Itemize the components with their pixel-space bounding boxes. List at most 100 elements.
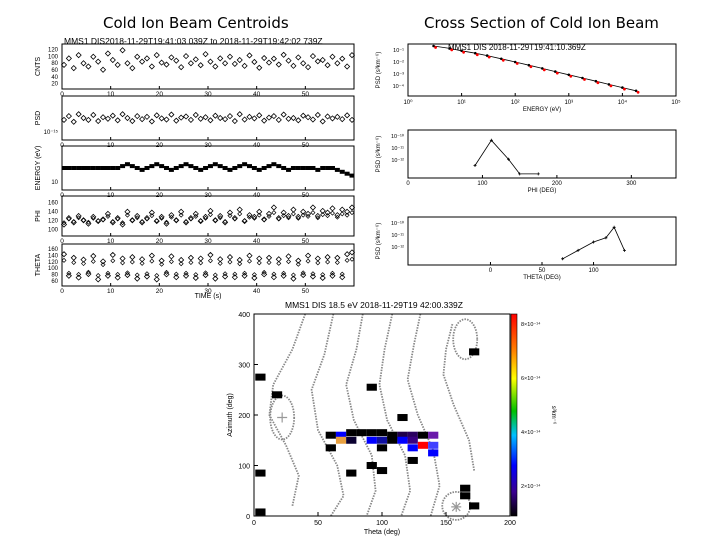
- small-point: [518, 172, 522, 176]
- stack-point: [203, 270, 209, 276]
- stack-point: [158, 59, 165, 66]
- stack-point: [139, 260, 145, 266]
- stack-point: [159, 164, 165, 169]
- stack-point: [339, 206, 346, 213]
- stack-point: [271, 210, 277, 216]
- small-ylabel-phi: PSD (s³km⁻⁶): [375, 136, 382, 173]
- small-ytick: 10⁻¹¹: [391, 233, 404, 239]
- panel-xtick-label: 40: [253, 288, 261, 295]
- panel-xtick-label: 20: [156, 288, 164, 295]
- stack-point: [202, 213, 209, 220]
- stack-point: [90, 252, 97, 260]
- heatmap-cell: [346, 429, 357, 437]
- small-xtick: 100: [477, 181, 488, 187]
- stack-point: [70, 219, 77, 226]
- stack-point: [319, 56, 326, 64]
- stack-point: [109, 219, 116, 226]
- small-ytick: 10⁻¹⁰: [391, 133, 405, 140]
- energy-ytick: 10⁻³: [393, 72, 404, 78]
- stack-point: [290, 275, 297, 282]
- heatmap-cell: [397, 414, 408, 422]
- stack-point: [148, 252, 155, 259]
- heatmap-xtick: 50: [314, 520, 322, 527]
- stack-point: [324, 113, 331, 120]
- energy-point-red: [636, 90, 640, 94]
- stack-point: [99, 66, 107, 73]
- stack-point: [81, 217, 87, 223]
- stack-point: [325, 213, 331, 219]
- stack-point: [139, 116, 146, 123]
- stack-point: [261, 269, 267, 275]
- stack-point: [251, 166, 257, 170]
- contour-line-2: [345, 313, 377, 517]
- stack-point: [75, 52, 82, 59]
- stack-point: [139, 219, 145, 225]
- small-point: [604, 236, 608, 240]
- stack-point: [192, 210, 199, 217]
- stack-point: [222, 219, 228, 225]
- stack-point: [61, 166, 67, 170]
- stack-point: [217, 55, 224, 62]
- stack-point: [319, 118, 326, 125]
- stack-point: [309, 273, 317, 280]
- stack-point: [246, 113, 253, 120]
- stack-point: [168, 253, 175, 260]
- colorbar-tick: 2×10⁻¹⁴: [521, 483, 541, 490]
- stack-point: [217, 114, 224, 122]
- contour-line-0: [268, 313, 307, 507]
- stack-point: [319, 207, 326, 214]
- stack-point: [271, 271, 277, 277]
- stack-point: [134, 215, 140, 221]
- stack-point: [270, 113, 277, 120]
- stack-point: [227, 167, 233, 172]
- energy-point-red: [596, 81, 600, 85]
- stack-point: [256, 212, 262, 218]
- stack-point: [207, 207, 214, 214]
- stack-point: [168, 212, 175, 219]
- energy-point-black: [621, 86, 624, 89]
- colorbar-tick: 4×10⁻¹⁴: [521, 429, 541, 436]
- stack-point: [110, 166, 116, 170]
- stack-point: [81, 166, 87, 170]
- energy-xtick: 10³: [564, 100, 573, 106]
- stack-point: [163, 61, 170, 68]
- stack-point: [334, 167, 340, 172]
- stack-point: [285, 57, 292, 64]
- stack-point: [285, 253, 292, 260]
- stack-point: [212, 217, 219, 224]
- stack-point: [95, 218, 101, 224]
- stack-point: [295, 117, 302, 124]
- stack-point: [300, 166, 306, 170]
- energy-point-black: [567, 73, 571, 77]
- stack-point: [310, 271, 316, 277]
- panel-ytick-1: 10⁻¹⁵: [44, 129, 59, 136]
- small-point: [473, 164, 477, 167]
- stack-point: [153, 112, 160, 119]
- stack-point: [129, 217, 136, 224]
- heatmap-cell: [387, 436, 398, 444]
- stack-point: [80, 60, 87, 67]
- stack-point: [334, 214, 340, 220]
- stack-point: [314, 212, 321, 220]
- stack-point: [339, 271, 345, 277]
- stack-point: [114, 117, 121, 124]
- energy-xtick: 10²: [511, 100, 520, 106]
- energy-xtick: 10⁵: [671, 99, 681, 106]
- stack-point: [60, 61, 68, 68]
- energy-point-black: [460, 49, 463, 53]
- energy-point-black: [540, 67, 544, 70]
- stack-point: [66, 216, 72, 222]
- stack-point: [339, 211, 345, 217]
- stack-point: [344, 63, 351, 70]
- heatmap-cell: [346, 469, 357, 477]
- stack-point: [344, 251, 351, 258]
- stack-point: [265, 114, 273, 121]
- heatmap-xtick: 100: [376, 520, 388, 527]
- stack-point: [212, 63, 219, 70]
- stack-point: [339, 169, 345, 174]
- stack-point: [139, 219, 146, 226]
- heatmap-cell: [325, 444, 336, 452]
- stack-point: [290, 272, 296, 278]
- stack-point: [76, 215, 82, 221]
- stack-point: [231, 117, 238, 125]
